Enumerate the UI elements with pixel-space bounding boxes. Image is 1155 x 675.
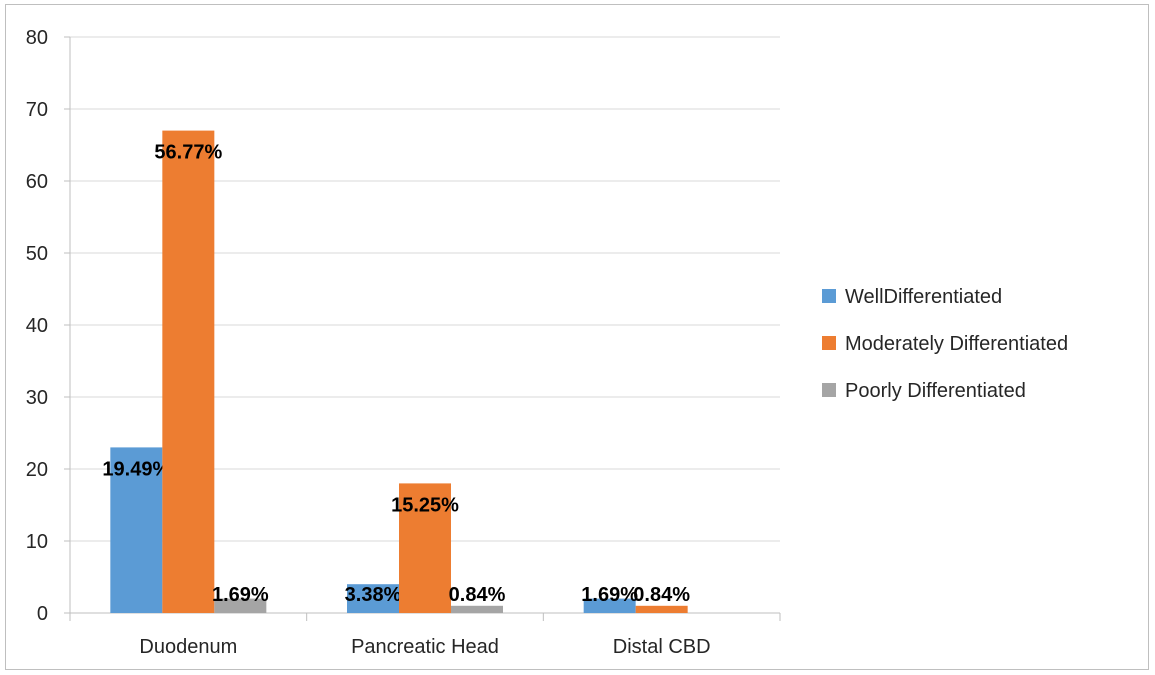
legend-swatch-1	[822, 336, 836, 350]
y-tick-label-20: 20	[26, 459, 48, 481]
bar-2-0	[583, 598, 636, 613]
bar-1-2	[451, 605, 503, 613]
legend-swatch-2	[822, 383, 836, 397]
y-tick-label-0: 0	[37, 603, 48, 625]
bar-2-1	[635, 605, 688, 613]
data-label-0-1: 56.77%	[154, 142, 222, 164]
bar-0-2	[214, 598, 267, 613]
y-tick-label-40: 40	[26, 315, 48, 337]
data-label-2-1: 0.84%	[633, 584, 690, 606]
data-label-1-1: 15.25%	[391, 494, 459, 516]
y-tick-label-70: 70	[26, 99, 48, 121]
bar-0-0	[110, 447, 163, 613]
data-label-0-2: 1.69%	[212, 584, 269, 606]
legend-swatch-0	[822, 289, 836, 303]
legend-label-2: Poorly Differentiated	[845, 380, 1026, 402]
legend-label-0: WellDifferentiated	[845, 286, 1002, 308]
bar-1-0	[347, 584, 399, 613]
y-tick-label-30: 30	[26, 387, 48, 409]
data-label-2-0: 1.69%	[581, 584, 638, 606]
category-label-0: Duodenum	[139, 636, 237, 658]
bar-0-1	[162, 130, 215, 613]
y-tick-label-50: 50	[26, 243, 48, 265]
category-label-1: Pancreatic Head	[351, 636, 499, 658]
y-tick-label-80: 80	[26, 27, 48, 49]
data-label-1-0: 3.38%	[345, 584, 402, 606]
bar-1-1	[399, 483, 451, 613]
data-label-1-2: 0.84%	[449, 584, 506, 606]
legend-label-1: Moderately Differentiated	[845, 333, 1068, 355]
y-tick-label-60: 60	[26, 171, 48, 193]
y-tick-label-10: 10	[26, 531, 48, 553]
data-label-0-0: 19.49%	[102, 458, 170, 480]
category-label-2: Distal CBD	[613, 636, 711, 658]
